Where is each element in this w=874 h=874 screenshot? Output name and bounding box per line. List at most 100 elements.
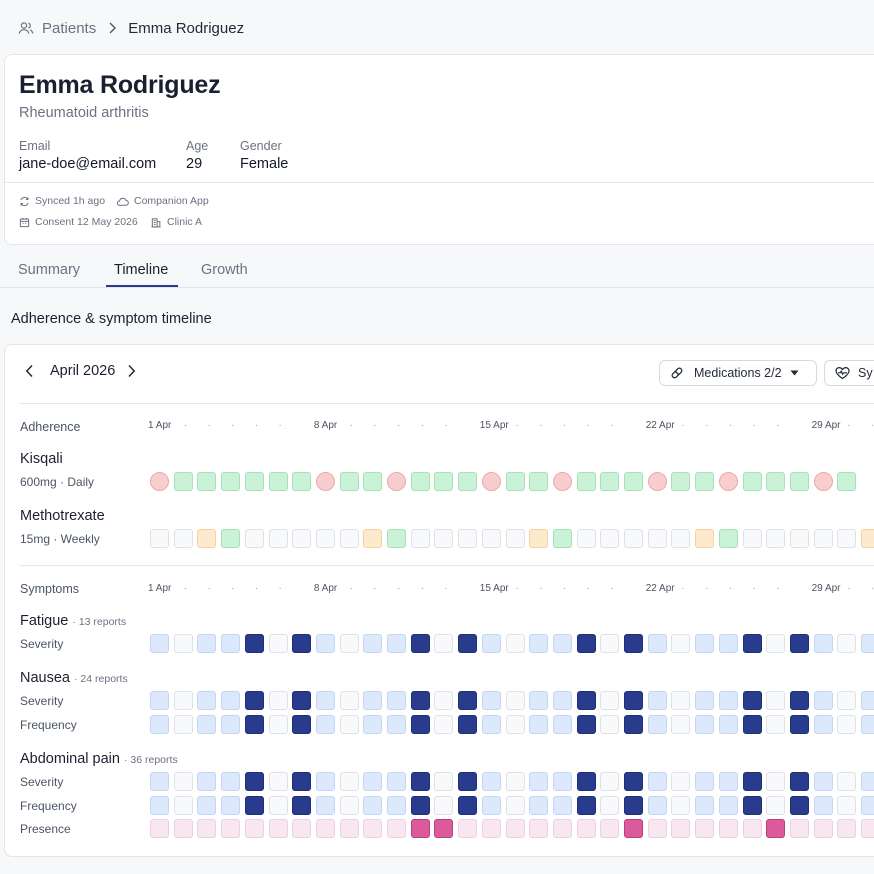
symptom-cell-level-1[interactable] bbox=[647, 819, 667, 838]
adherence-cell-missed[interactable] bbox=[387, 472, 406, 491]
symptom-cell-level-1[interactable] bbox=[718, 772, 738, 791]
symptom-cell-level-3[interactable] bbox=[410, 634, 430, 653]
symptom-cell-level-3[interactable] bbox=[789, 796, 809, 815]
symptoms-filter-button[interactable]: Sy bbox=[824, 360, 874, 386]
symptom-cell-level-1[interactable] bbox=[695, 715, 715, 734]
adherence-cell-missed[interactable] bbox=[813, 472, 833, 491]
adherence-cell-taken[interactable] bbox=[387, 529, 406, 548]
symptom-cell-level-1[interactable] bbox=[458, 819, 478, 838]
symptom-cell-level-0[interactable] bbox=[505, 634, 525, 653]
medications-filter-button[interactable]: Medications 2/2 bbox=[659, 360, 817, 386]
symptom-cell-level-0[interactable] bbox=[339, 772, 359, 791]
symptom-cell-level-3[interactable] bbox=[410, 772, 430, 791]
symptom-cell-level-1[interactable] bbox=[695, 634, 715, 653]
symptom-cell-level-3[interactable] bbox=[742, 772, 762, 791]
symptom-cell-level-0[interactable] bbox=[505, 796, 525, 815]
breadcrumb-patients-link[interactable]: Patients bbox=[42, 19, 97, 37]
symptom-cell-level-0[interactable] bbox=[268, 715, 288, 734]
symptom-cell-level-0[interactable] bbox=[600, 715, 620, 734]
symptom-cell-level-0[interactable] bbox=[671, 634, 691, 653]
adherence-cell-none[interactable] bbox=[481, 529, 501, 548]
symptom-cell-level-0[interactable] bbox=[671, 715, 691, 734]
adherence-cell-missed[interactable] bbox=[315, 472, 335, 491]
symptom-cell-level-3[interactable] bbox=[410, 796, 430, 815]
symptom-cell-level-1[interactable] bbox=[292, 819, 312, 838]
adherence-cell-none[interactable] bbox=[742, 529, 762, 548]
symptom-cell-level-0[interactable] bbox=[434, 772, 454, 791]
symptom-cell-level-1[interactable] bbox=[363, 796, 383, 815]
symptom-cell-level-3[interactable] bbox=[624, 691, 643, 710]
symptom-cell-level-1[interactable] bbox=[647, 772, 667, 791]
symptom-cell-level-1[interactable] bbox=[197, 715, 217, 734]
symptom-cell-level-3[interactable] bbox=[458, 796, 478, 815]
symptom-cell-level-0[interactable] bbox=[434, 634, 454, 653]
adherence-cell-taken[interactable] bbox=[221, 472, 241, 491]
symptom-cell-level-0[interactable] bbox=[837, 796, 857, 815]
symptom-cell-level-3[interactable] bbox=[576, 715, 596, 734]
adherence-cell-missed[interactable] bbox=[718, 472, 738, 491]
symptom-cell-level-0[interactable] bbox=[339, 634, 359, 653]
symptom-cell-level-0[interactable] bbox=[837, 691, 857, 710]
symptom-cell-level-0[interactable] bbox=[505, 715, 525, 734]
symptom-cell-level-1[interactable] bbox=[315, 691, 335, 710]
symptom-cell-level-1[interactable] bbox=[718, 634, 738, 653]
symptom-cell-level-1[interactable] bbox=[813, 819, 833, 838]
symptom-cell-level-1[interactable] bbox=[695, 796, 715, 815]
symptom-cell-level-1[interactable] bbox=[363, 691, 383, 710]
symptom-cell-level-0[interactable] bbox=[173, 634, 193, 653]
adherence-cell-none[interactable] bbox=[647, 529, 667, 548]
symptom-cell-level-1[interactable] bbox=[197, 634, 217, 653]
adherence-cell-none[interactable] bbox=[150, 529, 169, 548]
symptom-cell-level-1[interactable] bbox=[387, 819, 406, 838]
adherence-cell-none[interactable] bbox=[315, 529, 335, 548]
symptom-cell-level-1[interactable] bbox=[861, 715, 874, 734]
adherence-cell-none[interactable] bbox=[244, 529, 264, 548]
symptom-cell-level-1[interactable] bbox=[197, 691, 217, 710]
adherence-cell-late[interactable] bbox=[197, 529, 217, 548]
tab-growth[interactable]: Growth bbox=[201, 262, 248, 278]
symptom-cell-level-1[interactable] bbox=[600, 819, 620, 838]
adherence-cell-none[interactable] bbox=[173, 529, 193, 548]
symptom-cell-level-3[interactable] bbox=[789, 691, 809, 710]
symptom-cell-level-3[interactable] bbox=[244, 691, 264, 710]
symptom-cell-level-0[interactable] bbox=[766, 796, 786, 815]
adherence-cell-taken[interactable] bbox=[173, 472, 193, 491]
symptom-cell-level-3[interactable] bbox=[789, 715, 809, 734]
symptom-cell-level-1[interactable] bbox=[552, 819, 572, 838]
adherence-cell-taken[interactable] bbox=[505, 472, 525, 491]
symptom-cell-level-1[interactable] bbox=[742, 819, 762, 838]
symptom-cell-level-1[interactable] bbox=[789, 819, 809, 838]
symptom-cell-level-0[interactable] bbox=[766, 634, 786, 653]
symptom-cell-level-1[interactable] bbox=[363, 819, 383, 838]
symptom-cell-level-1[interactable] bbox=[481, 819, 501, 838]
symptom-cell-level-0[interactable] bbox=[268, 691, 288, 710]
symptom-cell-level-3[interactable] bbox=[624, 796, 643, 815]
symptom-cell-level-1[interactable] bbox=[221, 715, 241, 734]
symptom-cell-level-1[interactable] bbox=[671, 819, 691, 838]
adherence-cell-late[interactable] bbox=[363, 529, 383, 548]
next-month-button[interactable] bbox=[127, 364, 136, 378]
symptom-cell-level-1[interactable] bbox=[861, 772, 874, 791]
symptom-cell-level-0[interactable] bbox=[837, 634, 857, 653]
symptom-cell-level-1[interactable] bbox=[363, 634, 383, 653]
symptom-cell-level-3[interactable] bbox=[742, 634, 762, 653]
symptom-cell-level-0[interactable] bbox=[766, 772, 786, 791]
adherence-cell-taken[interactable] bbox=[197, 472, 217, 491]
symptom-cell-level-3[interactable] bbox=[410, 819, 430, 838]
symptom-cell-level-3[interactable] bbox=[624, 715, 643, 734]
symptom-cell-level-1[interactable] bbox=[695, 691, 715, 710]
symptom-cell-level-3[interactable] bbox=[410, 691, 430, 710]
symptom-cell-level-1[interactable] bbox=[315, 796, 335, 815]
adherence-cell-none[interactable] bbox=[624, 529, 643, 548]
symptom-cell-level-1[interactable] bbox=[197, 819, 217, 838]
adherence-cell-taken[interactable] bbox=[624, 472, 643, 491]
symptom-cell-level-3[interactable] bbox=[292, 691, 312, 710]
symptom-cell-level-1[interactable] bbox=[861, 691, 874, 710]
symptom-cell-level-1[interactable] bbox=[552, 691, 572, 710]
adherence-cell-missed[interactable] bbox=[481, 472, 501, 491]
symptom-cell-level-1[interactable] bbox=[718, 691, 738, 710]
symptom-cell-level-1[interactable] bbox=[813, 691, 833, 710]
symptom-cell-level-0[interactable] bbox=[600, 796, 620, 815]
symptom-cell-level-3[interactable] bbox=[576, 634, 596, 653]
symptom-cell-level-1[interactable] bbox=[813, 634, 833, 653]
